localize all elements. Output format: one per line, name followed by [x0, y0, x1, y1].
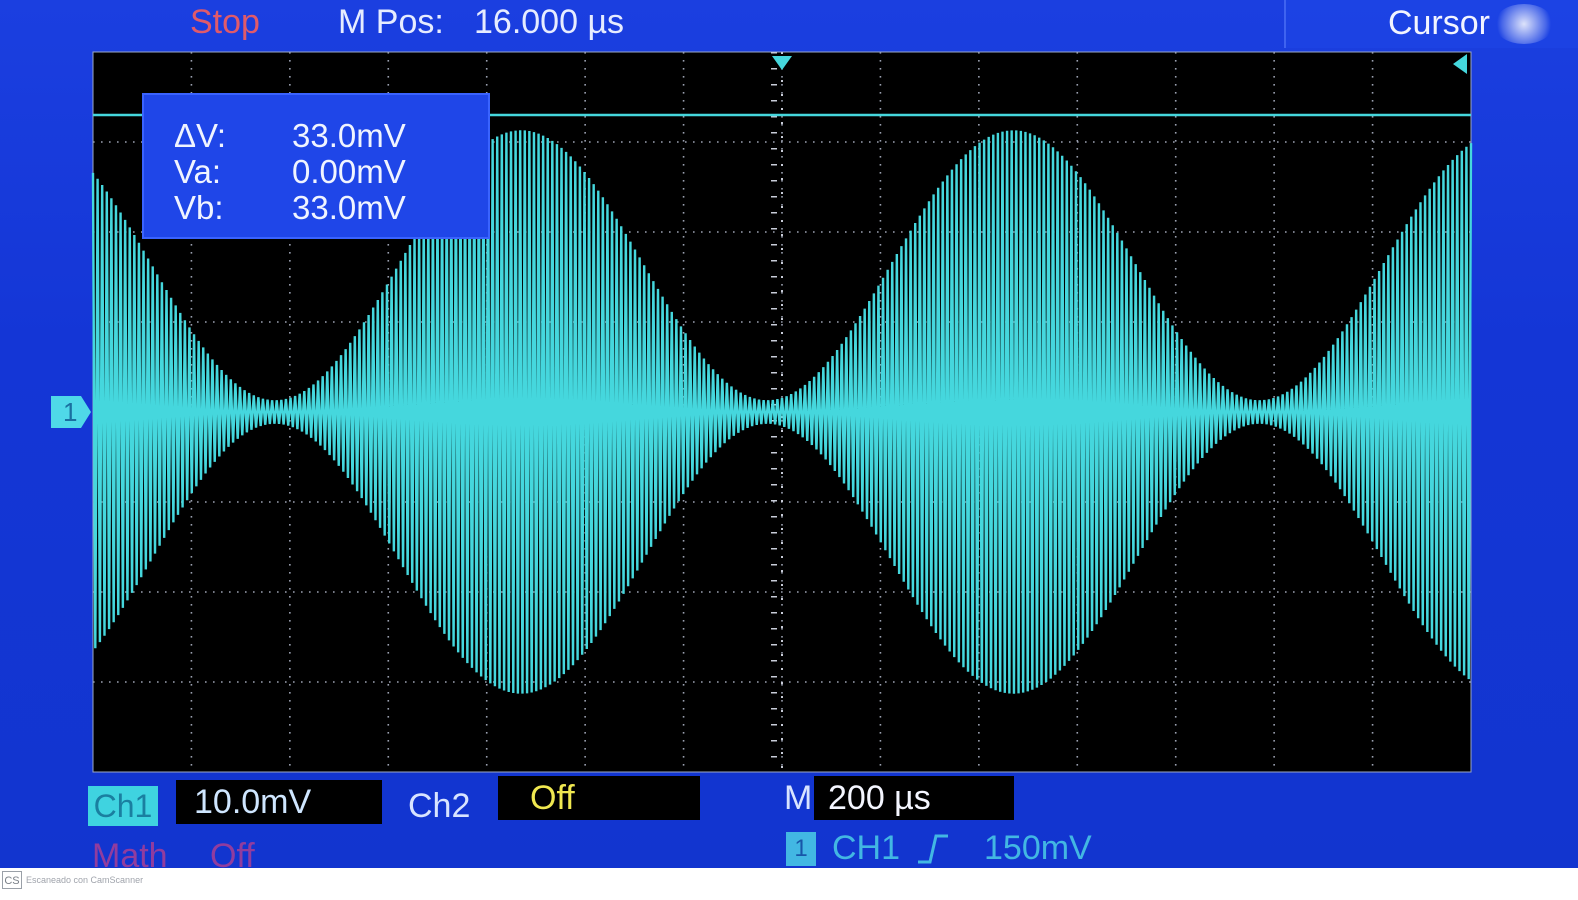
ch2-value: Off [530, 779, 575, 817]
timebase-label: M [784, 779, 813, 817]
delta-v-label: ΔV: [174, 117, 226, 154]
va-value: 0.00mV [292, 153, 406, 190]
math-value: Off [210, 837, 255, 868]
ch1-scale-box [176, 780, 382, 824]
camscanner-logo: CS [2, 871, 22, 889]
oscilloscope-screen: Stop M Pos: 16.000 µs Cursor 1 ΔV: 33.0mV… [0, 0, 1578, 868]
ch1-button[interactable]: Ch1 [88, 786, 158, 826]
vb-value: 33.0mV [292, 189, 406, 226]
main-position-value: 16.000 µs [474, 3, 625, 41]
glare-spot [1494, 4, 1554, 44]
va-row: Va: 0.00mV [174, 153, 406, 191]
ch1-marker-label: 1 [63, 397, 77, 427]
rising-edge-icon [918, 834, 948, 864]
trigger-source: CH1 [832, 829, 901, 867]
delta-v-value: 33.0mV [292, 117, 406, 154]
trigger-level: 150mV [984, 829, 1092, 867]
cursor-menu-button[interactable]: Cursor [1284, 0, 1578, 48]
cursor-menu-label: Cursor [1387, 4, 1490, 42]
trigger-level-marker [1453, 54, 1467, 74]
trigger-position-marker [772, 56, 792, 70]
cursor-readout-panel: ΔV: 33.0mV Va: 0.00mV Vb: 33.0mV [142, 93, 490, 239]
main-position-label: M Pos: [338, 3, 444, 41]
scanner-watermark-text: Escaneado con CamScanner [26, 875, 144, 885]
timebase-value: 200 µs [828, 779, 931, 817]
timebase-box [814, 776, 1014, 820]
delta-v-row: ΔV: 33.0mV [174, 117, 406, 155]
ch2-value-box [498, 776, 700, 820]
ch1-scale-value: 10.0mV [194, 783, 312, 821]
math-label[interactable]: Math [92, 837, 168, 868]
ch1-waveform-trace [91, 130, 1473, 694]
ch1-ground-marker [51, 396, 91, 428]
va-label: Va: [174, 153, 222, 190]
ch2-label[interactable]: Ch2 [408, 787, 471, 825]
vb-label: Vb: [174, 189, 224, 226]
acquisition-status: Stop [190, 3, 260, 41]
trigger-channel-badge: 1 [786, 832, 816, 866]
vb-row: Vb: 33.0mV [174, 189, 406, 227]
